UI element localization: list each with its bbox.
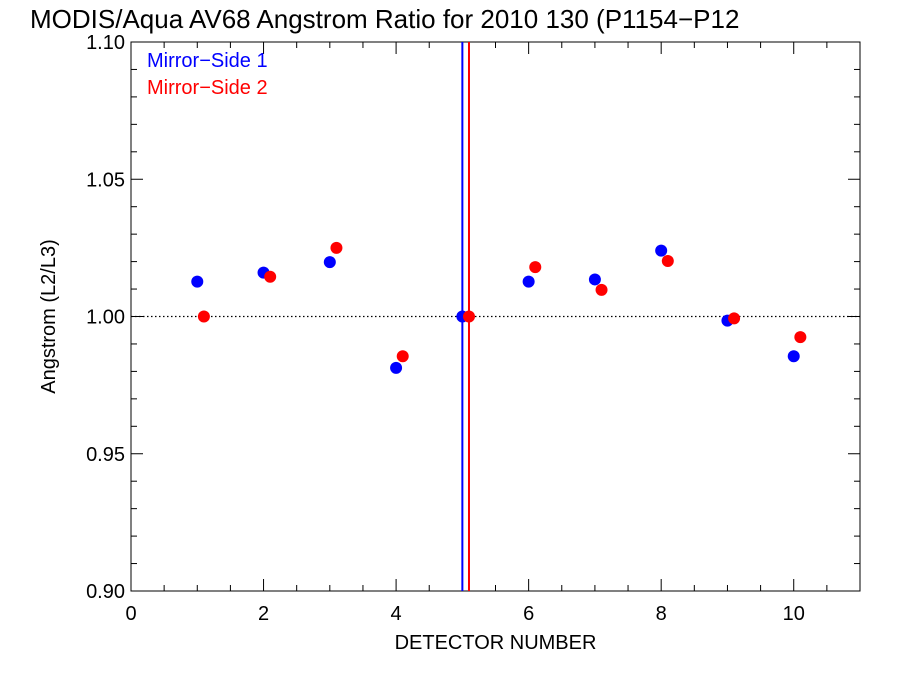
series-2-point xyxy=(264,270,277,283)
series-1-point xyxy=(655,244,668,257)
series-2-point xyxy=(396,350,409,363)
x-tick-label: 0 xyxy=(125,603,136,625)
legend: Mirror−Side 1 Mirror−Side 2 xyxy=(147,50,268,99)
x-tick-label: 6 xyxy=(523,603,534,625)
data-points xyxy=(191,241,807,374)
y-tick-label: 1.05 xyxy=(86,169,125,191)
x-axis-ticks: 0 2 4 6 8 10 xyxy=(125,42,861,625)
chart-title: MODIS/Aqua AV68 Angstrom Ratio for 2010 … xyxy=(30,4,739,34)
series-2-point xyxy=(794,331,807,344)
y-tick-label: 0.95 xyxy=(86,444,125,466)
y-axis-label: Angstrom (L2/L3) xyxy=(38,239,60,394)
series-1-point xyxy=(323,256,336,269)
series-1-point xyxy=(390,361,403,374)
x-axis-label: DETECTOR NUMBER xyxy=(395,632,597,654)
series-1-point xyxy=(522,275,535,288)
series-2-point xyxy=(462,310,475,323)
x-tick-label: 2 xyxy=(258,603,269,625)
y-axis-ticks: 0.90 0.95 1.00 1.05 1.10 xyxy=(86,32,860,603)
x-tick-label: 4 xyxy=(391,603,402,625)
series-1-point xyxy=(787,350,800,363)
x-tick-label: 10 xyxy=(783,603,805,625)
y-tick-label: 1.00 xyxy=(86,307,125,329)
legend-entry: Mirror−Side 2 xyxy=(147,77,268,99)
series-1-point xyxy=(588,273,601,286)
x-tick-label: 8 xyxy=(656,603,667,625)
series-1-point xyxy=(191,275,204,288)
series-2-point xyxy=(595,283,608,296)
series-2-point xyxy=(330,241,343,254)
y-tick-label: 1.10 xyxy=(86,32,125,54)
series-2-point xyxy=(728,312,741,325)
legend-entry: Mirror−Side 1 xyxy=(147,50,268,72)
series-2-point xyxy=(661,255,674,268)
y-tick-label: 0.90 xyxy=(86,581,125,603)
series-2-point xyxy=(529,261,542,274)
series-2-point xyxy=(197,310,210,323)
